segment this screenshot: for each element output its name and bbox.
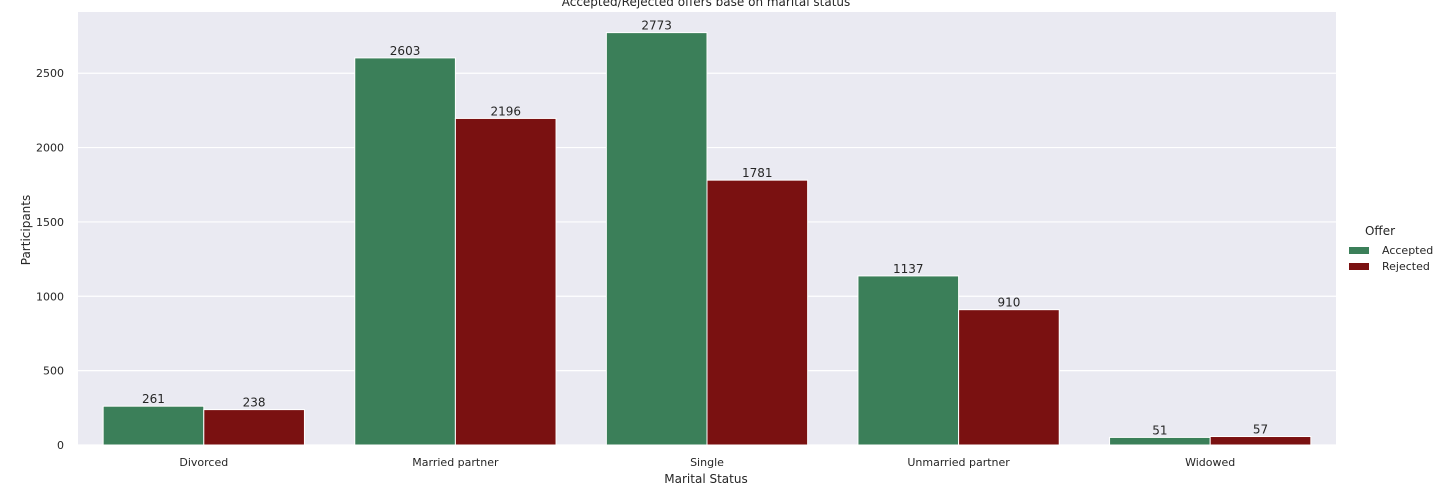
bar-label-widowed-accepted: 51 (1152, 423, 1167, 437)
y-tick-label-500: 500 (43, 365, 64, 378)
bar-divorced-accepted (102, 405, 205, 446)
legend: Offer Accepted Rejected (1349, 224, 1445, 274)
y-tick-label-1500: 1500 (36, 216, 64, 229)
legend-swatch-rejected (1349, 262, 1369, 270)
bar-unmarried-partner-accepted (857, 275, 960, 446)
bar-unmarried-partner-rejected (958, 309, 1060, 446)
bar-label-married-partner-rejected: 2196 (490, 104, 521, 118)
x-tick-label-married-partner: Married partner (412, 456, 499, 469)
bar-widowed-rejected (1209, 436, 1312, 446)
chart-title: Accepted/Rejected offers base on marital… (562, 0, 851, 9)
bar-label-single-accepted: 2773 (641, 19, 672, 33)
bar-label-unmarried-partner-accepted: 1137 (893, 262, 924, 276)
bar-label-divorced-rejected: 238 (243, 396, 266, 410)
x-axis-ticks: Divorced Married partner Single Unmarried p… (179, 456, 1235, 469)
legend-item-rejected: Rejected (1349, 258, 1445, 274)
legend-label-accepted: Accepted (1382, 243, 1434, 257)
bar-value-labels: 261 238 2603 2196 2773 1781 1137 910 51 57 (142, 19, 1268, 438)
bar-label-widowed-rejected: 57 (1253, 423, 1268, 437)
legend-title: Offer (1364, 224, 1396, 238)
y-axis-ticks: 0 500 1000 1500 2000 2500 (36, 67, 64, 452)
x-tick-label-unmarried-partner: Unmarried partner (907, 456, 1010, 469)
legend-item-accepted: Accepted (1349, 242, 1445, 258)
bar-married-partner-accepted (354, 57, 456, 446)
x-tick-label-widowed: Widowed (1185, 456, 1235, 469)
bar-label-single-rejected: 1781 (742, 166, 773, 180)
bar-single-accepted (605, 32, 708, 446)
bar-married-partner-rejected (454, 117, 557, 446)
bars (102, 32, 1312, 446)
legend-label-rejected: Rejected (1382, 259, 1430, 273)
y-tick-label-1000: 1000 (36, 290, 64, 303)
y-axis-label: Participants (19, 195, 33, 266)
legend-swatch-accepted (1349, 246, 1369, 254)
bar-single-rejected (706, 179, 809, 446)
bar-divorced-rejected (203, 409, 305, 446)
y-tick-label-2000: 2000 (36, 142, 64, 155)
bar-label-divorced-accepted: 261 (142, 392, 165, 406)
bar-label-married-partner-accepted: 2603 (390, 44, 421, 58)
y-tick-label-0: 0 (57, 439, 64, 452)
bar-widowed-accepted (1109, 436, 1211, 446)
y-tick-label-2500: 2500 (36, 67, 64, 80)
x-tick-label-divorced: Divorced (179, 456, 228, 469)
x-tick-label-single: Single (690, 456, 724, 469)
bar-label-unmarried-partner-rejected: 910 (997, 296, 1020, 310)
x-axis-label: Marital Status (664, 472, 747, 486)
